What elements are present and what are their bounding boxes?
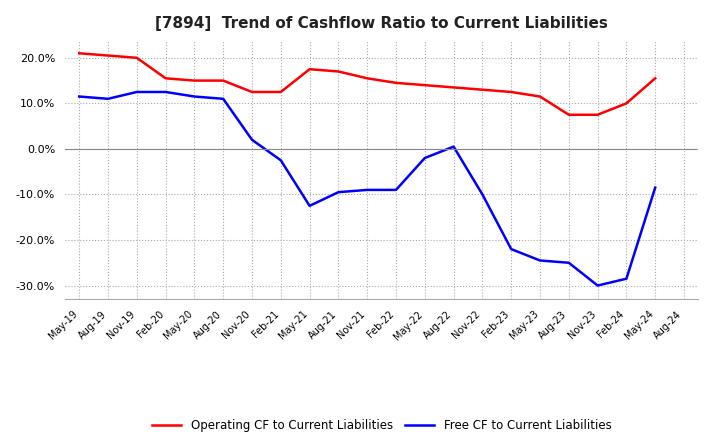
Free CF to Current Liabilities [536, 258, 544, 263]
Operating CF to Current Liabilities [593, 112, 602, 117]
Free CF to Current Liabilities [132, 89, 141, 95]
Operating CF to Current Liabilities [104, 53, 112, 58]
Free CF to Current Liabilities [248, 137, 256, 143]
Operating CF to Current Liabilities [449, 85, 458, 90]
Operating CF to Current Liabilities [651, 76, 660, 81]
Operating CF to Current Liabilities [276, 89, 285, 95]
Free CF to Current Liabilities [363, 187, 372, 193]
Free CF to Current Liabilities [392, 187, 400, 193]
Free CF to Current Liabilities [219, 96, 228, 102]
Operating CF to Current Liabilities [478, 87, 487, 92]
Free CF to Current Liabilities [507, 246, 516, 252]
Free CF to Current Liabilities [478, 192, 487, 197]
Operating CF to Current Liabilities [507, 89, 516, 95]
Free CF to Current Liabilities [334, 190, 343, 195]
Free CF to Current Liabilities [104, 96, 112, 102]
Free CF to Current Liabilities [593, 283, 602, 288]
Free CF to Current Liabilities [622, 276, 631, 281]
Free CF to Current Liabilities [305, 203, 314, 209]
Line: Free CF to Current Liabilities: Free CF to Current Liabilities [79, 92, 655, 286]
Title: [7894]  Trend of Cashflow Ratio to Current Liabilities: [7894] Trend of Cashflow Ratio to Curren… [156, 16, 608, 32]
Operating CF to Current Liabilities [564, 112, 573, 117]
Legend: Operating CF to Current Liabilities, Free CF to Current Liabilities: Operating CF to Current Liabilities, Fre… [147, 414, 616, 436]
Free CF to Current Liabilities [449, 144, 458, 149]
Free CF to Current Liabilities [161, 89, 170, 95]
Operating CF to Current Liabilities [392, 80, 400, 85]
Free CF to Current Liabilities [75, 94, 84, 99]
Free CF to Current Liabilities [190, 94, 199, 99]
Operating CF to Current Liabilities [622, 101, 631, 106]
Operating CF to Current Liabilities [420, 83, 429, 88]
Line: Operating CF to Current Liabilities: Operating CF to Current Liabilities [79, 53, 655, 115]
Free CF to Current Liabilities [651, 185, 660, 190]
Operating CF to Current Liabilities [75, 51, 84, 56]
Operating CF to Current Liabilities [248, 89, 256, 95]
Operating CF to Current Liabilities [219, 78, 228, 83]
Operating CF to Current Liabilities [363, 76, 372, 81]
Free CF to Current Liabilities [420, 155, 429, 161]
Operating CF to Current Liabilities [161, 76, 170, 81]
Operating CF to Current Liabilities [536, 94, 544, 99]
Operating CF to Current Liabilities [305, 66, 314, 72]
Operating CF to Current Liabilities [190, 78, 199, 83]
Free CF to Current Liabilities [276, 158, 285, 163]
Free CF to Current Liabilities [564, 260, 573, 265]
Operating CF to Current Liabilities [334, 69, 343, 74]
Operating CF to Current Liabilities [132, 55, 141, 60]
